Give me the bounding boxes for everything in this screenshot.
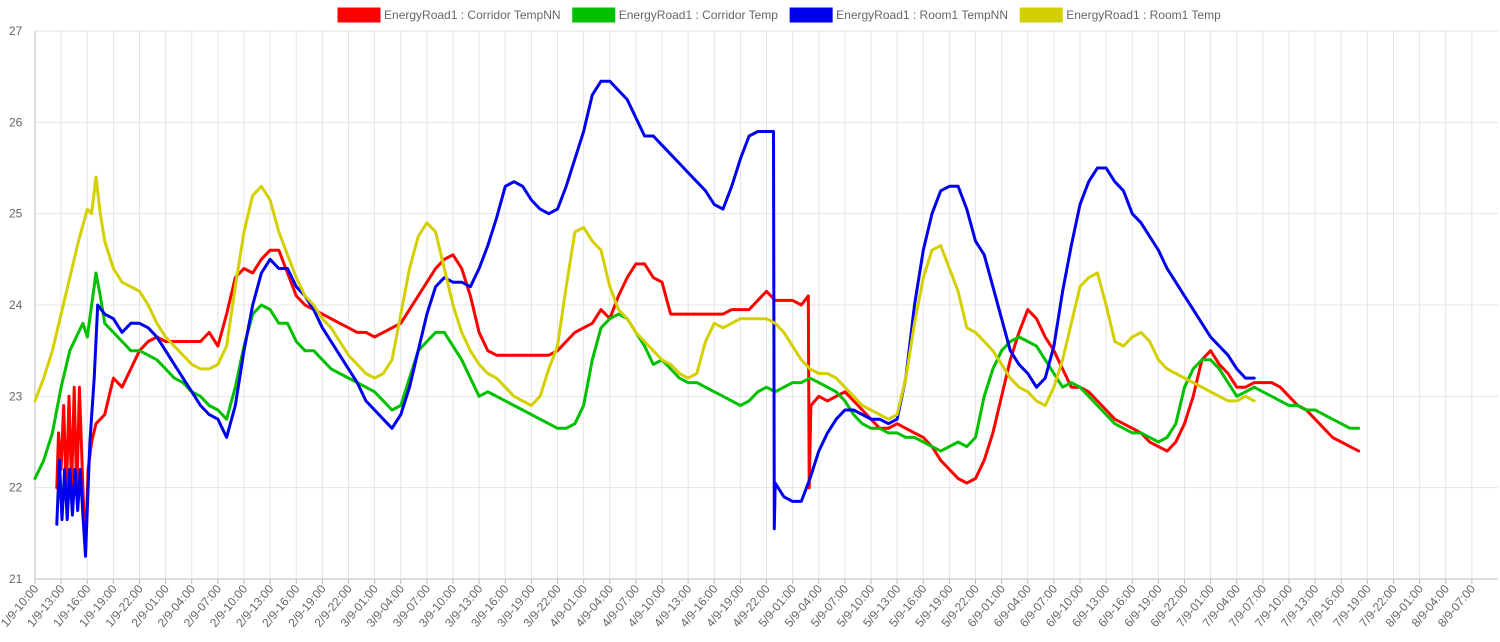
series-line-1 bbox=[55, 248, 1361, 554]
y-tick-label: 27 bbox=[9, 24, 23, 38]
y-axis: 21 22 23 24 25 26 27 bbox=[9, 24, 23, 586]
legend-label: EnergyRoad1 : Room1 TempNN bbox=[836, 8, 1008, 22]
legend-swatch bbox=[1019, 7, 1063, 23]
series-line-2 bbox=[33, 271, 1361, 480]
legend-label: EnergyRoad1 : Corridor TempNN bbox=[384, 8, 561, 22]
series-line-4 bbox=[33, 175, 1256, 421]
y-tick-label: 25 bbox=[9, 207, 23, 221]
series-line-3 bbox=[55, 79, 1256, 558]
y-tick-label: 24 bbox=[9, 298, 23, 312]
y-tick-label: 26 bbox=[9, 115, 23, 129]
series-group bbox=[33, 79, 1361, 558]
y-tick-label: 21 bbox=[9, 572, 23, 586]
grid bbox=[34, 30, 1498, 580]
y-tick-label: 22 bbox=[9, 481, 23, 495]
legend-swatch bbox=[337, 7, 381, 23]
legend-swatch bbox=[572, 7, 616, 23]
x-axis: 1/9-10:001/9-13:001/9-16:001/9-19:001/9-… bbox=[0, 579, 1478, 630]
legend: EnergyRoad1 : Corridor TempNN EnergyRoad1… bbox=[337, 7, 1221, 23]
legend-swatch bbox=[789, 7, 833, 23]
legend-label: EnergyRoad1 : Room1 Temp bbox=[1066, 8, 1221, 22]
y-tick-label: 23 bbox=[9, 389, 23, 403]
legend-label: EnergyRoad1 : Corridor Temp bbox=[619, 8, 779, 22]
